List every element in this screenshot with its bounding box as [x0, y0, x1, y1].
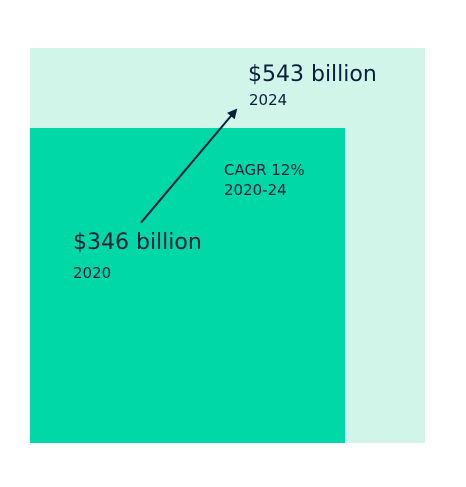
- year-label-2024: 2024: [249, 91, 288, 109]
- year-label-2020: 2020: [73, 263, 112, 282]
- value-label-2024: $543 billion: [248, 62, 377, 87]
- value-label-2020: $346 billion: [73, 229, 202, 255]
- cagr-annotation: CAGR 12% 2020-24: [224, 160, 305, 200]
- cagr-period: 2020-24: [224, 180, 287, 199]
- square-2020: [30, 127, 346, 443]
- cagr-rate: CAGR 12%: [224, 160, 305, 179]
